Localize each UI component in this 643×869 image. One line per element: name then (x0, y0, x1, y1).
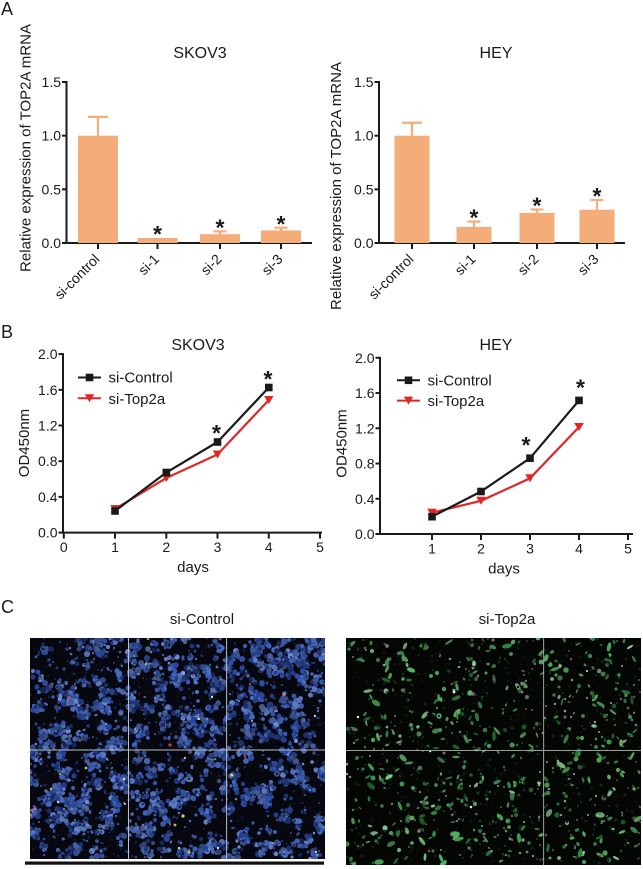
svg-text:*: * (264, 366, 273, 392)
svg-text:SKOV3: SKOV3 (171, 337, 224, 354)
svg-text:si-Control: si-Control (428, 372, 492, 389)
svg-text:0.5: 0.5 (354, 181, 374, 197)
svg-text:1.5: 1.5 (354, 74, 374, 90)
svg-text:days: days (177, 559, 209, 576)
svg-text:HEY: HEY (480, 337, 513, 354)
svg-text:A: A (1, 0, 13, 19)
svg-text:1.0: 1.0 (42, 128, 62, 144)
svg-text:0.0: 0.0 (355, 526, 375, 542)
svg-text:3: 3 (214, 539, 222, 555)
svg-text:1.6: 1.6 (355, 385, 375, 401)
svg-text:0.4: 0.4 (355, 491, 375, 507)
svg-text:0.0: 0.0 (38, 525, 58, 541)
svg-text:Relative expression of TOP2A m: Relative expression of TOP2A mRNA (18, 24, 35, 272)
svg-text:*: * (522, 432, 531, 458)
svg-text:*: * (216, 214, 225, 240)
svg-text:*: * (277, 211, 286, 237)
svg-text:*: * (153, 221, 162, 247)
svg-text:1.0: 1.0 (354, 128, 374, 144)
svg-text:*: * (576, 375, 585, 401)
svg-text:si-Top2a: si-Top2a (109, 391, 166, 408)
svg-text:HEY: HEY (480, 45, 513, 62)
svg-text:si-Top2a: si-Top2a (428, 393, 485, 410)
svg-text:0.0: 0.0 (354, 235, 374, 251)
svg-text:0.0: 0.0 (42, 235, 62, 251)
svg-text:*: * (470, 205, 479, 231)
svg-text:1.5: 1.5 (42, 74, 62, 90)
svg-text:1.6: 1.6 (38, 382, 58, 398)
svg-text:0.5: 0.5 (42, 181, 62, 197)
svg-text:si-Control: si-Control (109, 370, 173, 387)
svg-text:days: days (488, 561, 520, 578)
svg-text:si-Control: si-Control (170, 611, 234, 628)
svg-text:1.2: 1.2 (355, 420, 375, 436)
svg-text:1: 1 (428, 541, 436, 557)
svg-text:*: * (212, 420, 221, 446)
svg-text:*: * (593, 183, 602, 209)
svg-text:SKOV3: SKOV3 (173, 45, 226, 62)
svg-text:2: 2 (477, 541, 485, 557)
svg-text:0.4: 0.4 (38, 489, 58, 505)
svg-text:*: * (533, 193, 542, 219)
svg-text:1.2: 1.2 (38, 418, 58, 434)
svg-text:0: 0 (60, 539, 68, 555)
svg-text:3: 3 (526, 541, 534, 557)
svg-text:0.8: 0.8 (38, 453, 58, 469)
svg-text:C: C (1, 597, 14, 617)
svg-text:4: 4 (575, 541, 583, 557)
svg-text:si-Top2a: si-Top2a (479, 611, 536, 628)
svg-text:OD450nm: OD450nm (16, 409, 33, 477)
svg-text:2: 2 (162, 539, 170, 555)
svg-text:B: B (1, 322, 13, 342)
svg-text:5: 5 (316, 539, 324, 555)
svg-text:5: 5 (624, 541, 632, 557)
svg-text:Relative expression of TOP2A m: Relative expression of TOP2A mRNA (328, 62, 345, 310)
svg-text:1: 1 (111, 539, 119, 555)
svg-text:OD450nm: OD450nm (334, 409, 351, 477)
svg-text:4: 4 (265, 539, 273, 555)
svg-text:2.0: 2.0 (38, 346, 58, 362)
svg-text:0.8: 0.8 (355, 456, 375, 472)
svg-text:2.0: 2.0 (355, 350, 375, 366)
